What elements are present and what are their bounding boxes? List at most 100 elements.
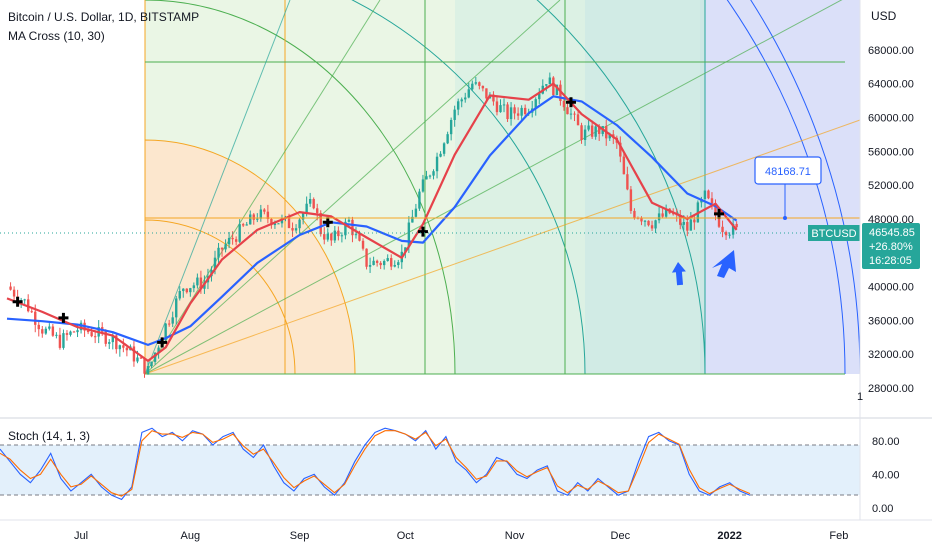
ma-lines-layer xyxy=(6,82,738,362)
ma30-line xyxy=(6,95,738,346)
price-tick-label: 32000.00 xyxy=(868,349,914,361)
candle-body xyxy=(707,190,710,199)
candle-body xyxy=(93,336,97,338)
price-tick-label: 56000.00 xyxy=(868,146,914,158)
candle-body xyxy=(499,105,502,113)
price-tag-price: 46545.85 xyxy=(869,227,915,239)
candle-body xyxy=(657,213,661,221)
candle-body xyxy=(146,366,150,374)
candle-body xyxy=(608,134,611,139)
cross-markers-layer xyxy=(12,97,725,348)
candle-body xyxy=(506,104,509,120)
scale-mode-label[interactable]: 1 xyxy=(857,391,863,403)
candle-body xyxy=(23,299,26,301)
candle-body xyxy=(196,277,199,286)
candle-body xyxy=(545,84,548,86)
candle-body xyxy=(12,289,16,297)
candle-body xyxy=(351,219,354,236)
last-price-tag: BTCUSD 46545.85 +26.80% 16:28:05 xyxy=(808,223,920,269)
candle-body xyxy=(175,298,178,318)
candle-body xyxy=(580,125,583,140)
candle-body xyxy=(30,311,33,313)
symbol-tag-text: BTCUSD xyxy=(811,228,856,240)
candle-body xyxy=(62,333,65,348)
candle-body xyxy=(333,230,337,241)
candle-body xyxy=(72,331,76,333)
candle-body xyxy=(566,107,569,115)
candle-body xyxy=(590,125,594,137)
candle-body xyxy=(122,345,125,348)
symbol-title[interactable]: Bitcoin / U.S. Dollar, 1D, BITSTAMP xyxy=(8,10,200,24)
candle-body xyxy=(241,224,245,226)
candle-body xyxy=(199,277,203,289)
stoch-pane xyxy=(0,427,860,501)
up-arrow-icon xyxy=(671,262,686,286)
candle-body xyxy=(693,219,696,223)
stoch-axis[interactable]: 0.00 40.00 80.00 xyxy=(872,436,900,515)
candle-body xyxy=(65,333,69,335)
candle-body xyxy=(55,334,58,336)
cross-marker xyxy=(565,97,576,108)
price-tick-label: 48000.00 xyxy=(868,214,914,226)
time-tick-label: Aug xyxy=(181,530,201,542)
candle-body xyxy=(192,285,196,289)
candle-body xyxy=(664,208,668,217)
candle-body xyxy=(220,247,224,250)
candle-body xyxy=(474,82,478,84)
candle-body xyxy=(139,357,143,359)
candle-body xyxy=(69,331,72,335)
gann-arc-green-2 xyxy=(144,0,586,375)
candle-body xyxy=(372,260,375,266)
candle-body xyxy=(213,257,217,271)
candle-body xyxy=(597,126,601,134)
candle-body xyxy=(217,247,220,258)
candle-body xyxy=(301,213,305,220)
candle-body xyxy=(425,176,428,180)
candle-body xyxy=(316,208,319,213)
candle-body xyxy=(259,209,263,219)
candle-body xyxy=(562,100,566,108)
price-axis[interactable]: 28000.0032000.0036000.0040000.0044000.00… xyxy=(868,45,914,395)
candle-body xyxy=(287,216,291,229)
candle-body xyxy=(626,174,629,190)
candle-body xyxy=(735,223,738,228)
cross-marker xyxy=(322,217,333,228)
candle-body xyxy=(256,218,259,220)
symbol-tag-bg xyxy=(808,225,860,241)
candle-body xyxy=(280,218,284,224)
candle-body xyxy=(358,234,361,241)
price-tick-label: 40000.00 xyxy=(868,282,914,294)
gann-arc-orange-1 xyxy=(144,139,356,375)
indicator-title[interactable]: MA Cross (10, 30) xyxy=(8,29,105,43)
candle-body xyxy=(689,219,693,231)
gann-fan-1 xyxy=(144,0,843,375)
candle-body xyxy=(573,113,576,115)
region-orange-arc xyxy=(145,140,355,374)
currency-label[interactable]: USD xyxy=(868,8,900,24)
time-axis[interactable]: Jul Aug Sep Oct Nov Dec 2022 Feb xyxy=(74,530,848,542)
candle-body xyxy=(157,347,160,353)
candle-body xyxy=(224,244,227,250)
candle-body xyxy=(464,97,467,100)
candle-body xyxy=(390,258,393,267)
candle-body xyxy=(277,223,280,225)
stoch-title[interactable]: Stoch (14, 1, 3) xyxy=(8,429,91,443)
candle-body xyxy=(643,220,647,222)
price-callout[interactable]: 48168.71 xyxy=(754,156,822,220)
candle-body xyxy=(552,77,555,96)
candle-body xyxy=(252,214,255,220)
candle-body xyxy=(418,191,421,209)
candle-body xyxy=(485,88,488,99)
candle-body xyxy=(167,323,171,325)
candle-body xyxy=(37,324,40,330)
stoch-lines-layer xyxy=(0,427,751,501)
time-tick-label: Dec xyxy=(611,530,631,542)
candle-body xyxy=(411,216,414,223)
candle-body xyxy=(58,334,62,348)
candle-body xyxy=(495,101,499,113)
candle-body xyxy=(308,199,312,204)
callout-box xyxy=(754,156,822,185)
candle-body xyxy=(189,288,192,293)
time-tick-label: Feb xyxy=(829,530,848,542)
candle-body xyxy=(41,329,44,334)
